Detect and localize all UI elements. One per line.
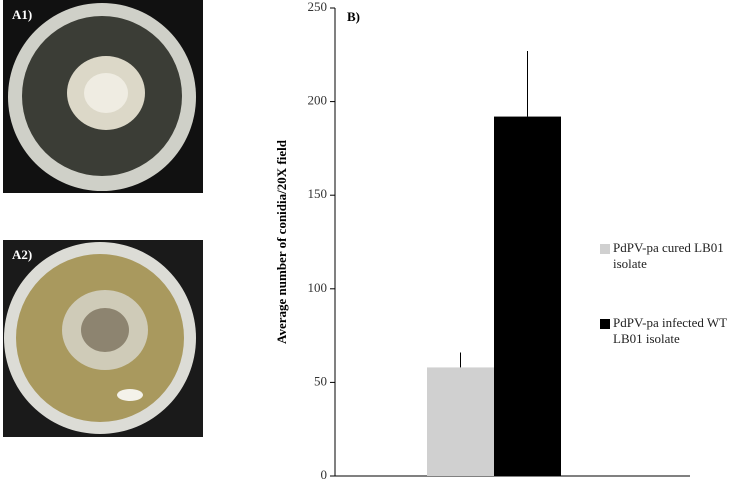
y-tick-label: 250 — [308, 0, 328, 14]
y-tick-label: 50 — [314, 373, 327, 388]
legend-label: PdPV-pa infected WT LB01 isolate — [613, 315, 727, 346]
photo-label: A2) — [12, 247, 32, 262]
legend-entry: PdPV-pa infected WT LB01 isolate — [613, 315, 727, 346]
bar — [427, 367, 494, 476]
bar — [494, 116, 561, 477]
y-tick-label: 100 — [308, 280, 328, 295]
photo-a2: A2) — [3, 240, 203, 437]
legend-label: PdPV-pa cured LB01 isolate — [613, 240, 724, 271]
legend-entry: PdPV-pa cured LB01 isolate — [613, 240, 724, 271]
y-tick-label: 200 — [308, 93, 328, 108]
legend-swatch — [600, 319, 610, 329]
legend-swatch — [600, 244, 610, 254]
colony-center — [81, 308, 129, 352]
y-tick-label: 150 — [308, 186, 328, 201]
colony-center — [84, 73, 128, 113]
photo-label: A1) — [12, 7, 32, 22]
reflection — [117, 389, 143, 401]
y-axis-title: Average number of conidia/20X field — [274, 139, 289, 344]
panel-label: B) — [347, 9, 360, 24]
y-tick-label: 0 — [321, 467, 328, 482]
photo-a1: A1) — [3, 0, 203, 193]
